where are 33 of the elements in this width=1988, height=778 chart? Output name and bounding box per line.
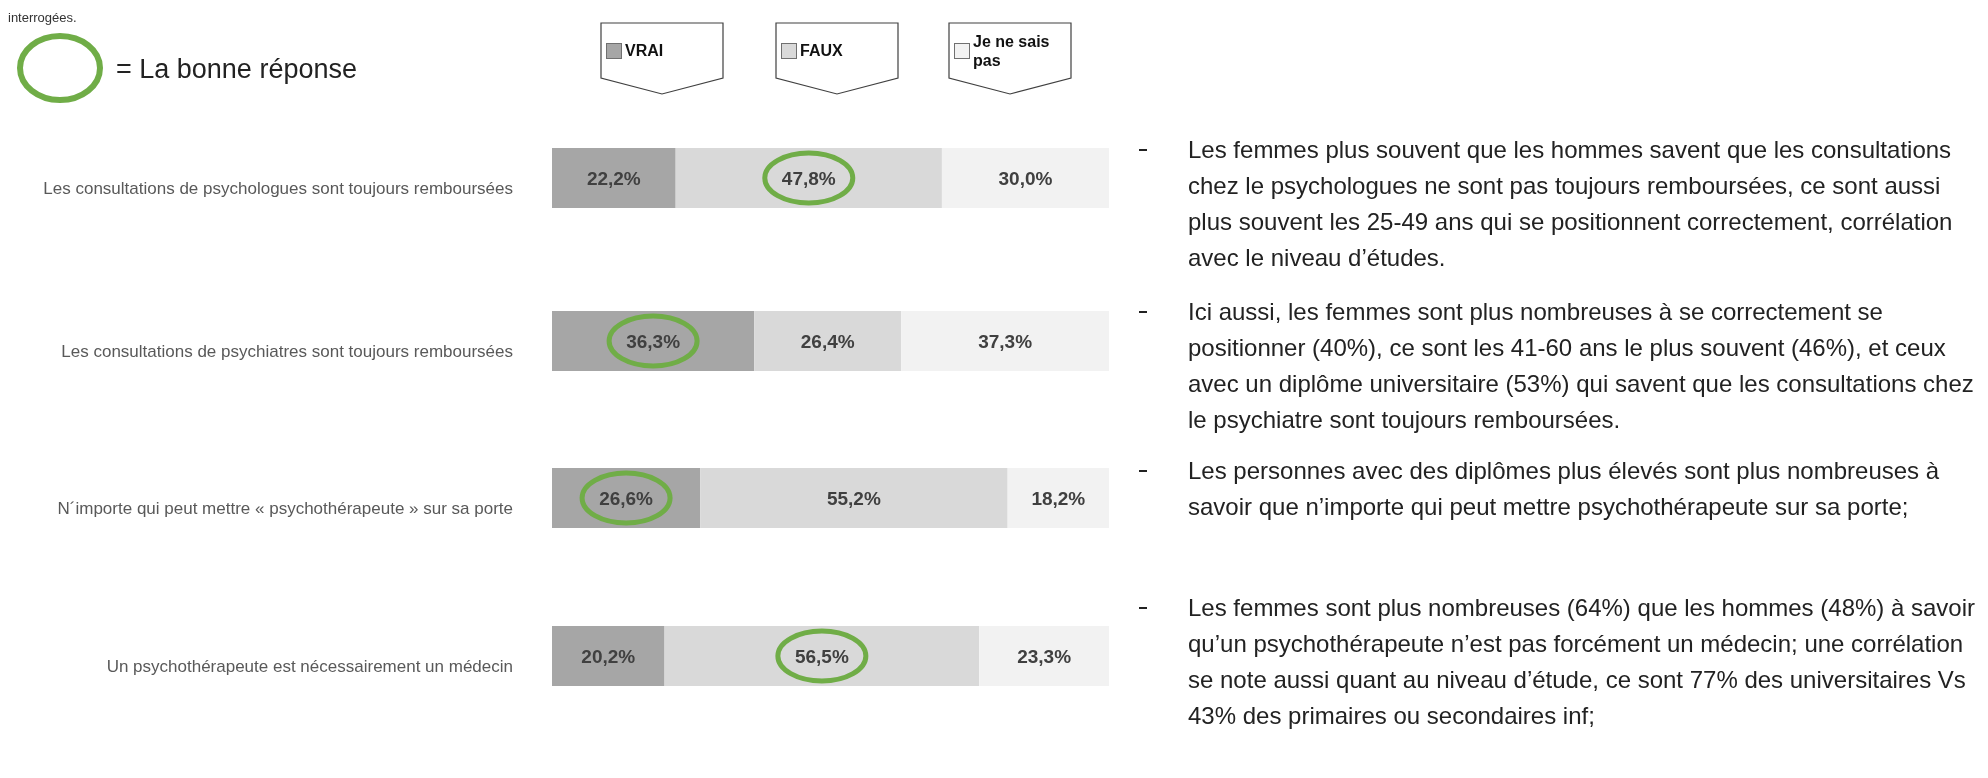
bar bbox=[675, 148, 942, 208]
data-label: 23,3% bbox=[1017, 645, 1072, 667]
data-label: 30,0% bbox=[998, 167, 1053, 189]
text: Les femmes plus souvent que les hommes savent que les consultations chez le psychologues ne sont pas toujours remboursées, ce sont aussi plus souvent les 25-49 ans qui se positionnent correctement, corrélation avec le niveau d’études. bbox=[1188, 135, 1954, 273]
data-label: 55,2% bbox=[826, 487, 881, 509]
data-label: 47,8% bbox=[781, 167, 836, 189]
text: Ici aussi, les femmes sont plus nombreuses à se correctement se positionner (40%), ce sont les 41-60 ans le plus souvent (46%), et ceux avec un diplôme universitaire (53%) qui savent que les consultations chez le psychiatre sont toujours remboursées. bbox=[1188, 297, 1975, 435]
legend-label: Je ne sais pas bbox=[973, 33, 1050, 69]
legend-label: FAUX bbox=[800, 42, 843, 59]
legend-label: VRAI bbox=[625, 42, 664, 59]
text: = La bonne réponse bbox=[116, 54, 357, 84]
data-label: 37,3% bbox=[978, 330, 1033, 352]
y-tick-label: Un psychothérapeute est nécessairement un médecin bbox=[106, 656, 513, 676]
data-label: 26,4% bbox=[800, 330, 855, 352]
text: Les personnes avec des diplômes plus élevés sont plus nombreuses à savoir que n’importe qui peut mettre psychothérapeute sur sa porte; bbox=[1188, 456, 1941, 522]
data-label: 26,6% bbox=[599, 487, 654, 509]
bar bbox=[552, 148, 676, 208]
data-label: 20,2% bbox=[581, 645, 636, 667]
bar bbox=[552, 626, 665, 686]
bar bbox=[664, 626, 980, 686]
data-label: 22,2% bbox=[586, 167, 641, 189]
bar bbox=[1007, 468, 1109, 528]
text: Les femmes sont plus nombreuses (64%) que les hommes (48%) à savoir qu’un psychothérapeute n’est pas forcément un médecin; une corrélation se note aussi quant au niveau d’étude, ce sont 77% des universitaires Vs 43% des primaires ou secondaires inf; bbox=[1188, 593, 1976, 731]
data-label: 18,2% bbox=[1031, 487, 1086, 509]
bar bbox=[979, 626, 1109, 686]
bar bbox=[700, 468, 1008, 528]
data-label: 56,5% bbox=[794, 645, 849, 667]
y-tick-label: Les consultations de psychologues sont toujours remboursées bbox=[43, 178, 513, 198]
text: interrogées. bbox=[8, 10, 77, 25]
y-tick-label: N´importe qui peut mettre « psychothérapeute » sur sa porte bbox=[57, 498, 513, 518]
bar bbox=[941, 148, 1109, 208]
data-label: 36,3% bbox=[626, 330, 681, 352]
y-tick-label: Les consultations de psychiatres sont toujours remboursées bbox=[61, 341, 513, 361]
